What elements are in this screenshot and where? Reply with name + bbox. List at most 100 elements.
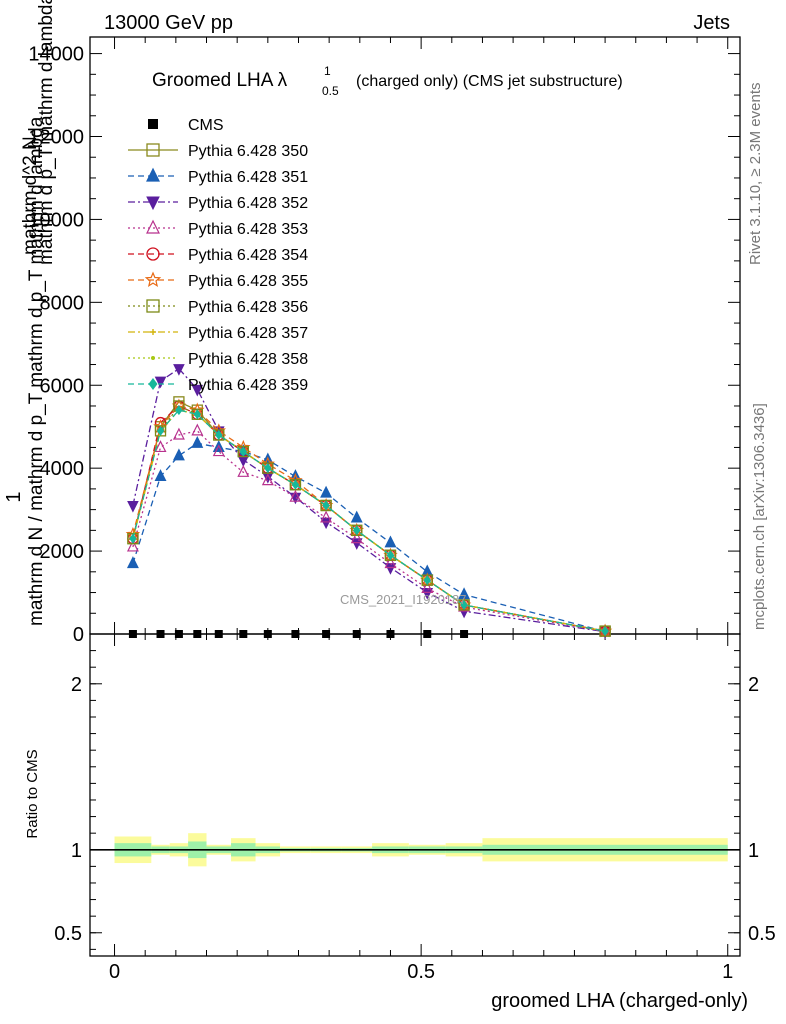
ratio-y-axis-label: Ratio to CMS: [24, 749, 41, 838]
data-point: [237, 464, 250, 477]
y-tick-label: 10000: [28, 209, 84, 231]
legend-item: Pythia 6.428 354: [128, 247, 308, 264]
series-353: [126, 423, 612, 637]
data-point: [127, 500, 139, 513]
y-tick-label: 6000: [40, 375, 85, 397]
data-point: [237, 455, 250, 467]
ratio-y-tick-label-right: 2: [748, 674, 759, 696]
legend-label: Pythia 6.428 354: [188, 247, 308, 264]
data-point: [350, 538, 363, 550]
legend-label: Pythia 6.428 358: [188, 351, 308, 368]
mcplots-label: mcplots.cern.ch [arXiv:1306.3436]: [751, 403, 768, 630]
ratio-y-tick-label-right: 0.5: [748, 923, 776, 945]
y-tick-label: 14000: [28, 44, 84, 66]
data-point: [144, 271, 162, 287]
data-point: [320, 485, 333, 498]
data-point: [172, 448, 185, 461]
data-point: [601, 626, 609, 637]
title-superscript: 1: [324, 64, 331, 78]
ratio-y-tick-label: 1: [71, 840, 82, 862]
data-point: [146, 196, 160, 211]
x-tick-label: 0.5: [407, 961, 435, 983]
x-tick-label: 0: [109, 961, 120, 983]
data-point: [352, 525, 361, 536]
data-point: [386, 630, 395, 638]
y-axis-label-numerator: 1: [3, 491, 25, 502]
legend-label: CMS: [188, 117, 224, 134]
series-line: [132, 405, 606, 632]
title-subscript: 0.5: [322, 84, 339, 98]
series-line: [132, 367, 606, 633]
data-point: [146, 167, 160, 182]
cms-points: [128, 630, 469, 638]
watermark: CMS_2021_I1920187: [340, 592, 467, 607]
data-point: [421, 581, 434, 593]
y-axis-label-lower: mathrm d p_T mathrm d lambda: [36, 0, 57, 265]
legend-item: Pythia 6.428 358: [128, 351, 308, 368]
data-point: [172, 427, 185, 440]
data-point: [352, 630, 361, 638]
data-point: [261, 473, 274, 486]
data-point: [191, 384, 204, 397]
data-point: [156, 425, 165, 436]
legend-label: Pythia 6.428 350: [188, 143, 308, 160]
data-point: [154, 440, 167, 453]
legend-item: Pythia 6.428 355: [128, 271, 308, 290]
data-point: [239, 630, 248, 638]
y-tick-label: 0: [73, 624, 84, 646]
data-point: [384, 535, 397, 548]
data-point: [289, 489, 302, 502]
data-point: [129, 533, 137, 544]
data-point: [173, 364, 185, 376]
data-point: [128, 630, 137, 638]
data-point: [191, 435, 204, 448]
data-point: [148, 119, 158, 129]
ratio-y-tick-label: 2: [71, 674, 82, 696]
chart-title: Groomed LHA λ: [152, 70, 288, 91]
data-point: [423, 630, 432, 638]
data-point: [148, 378, 158, 390]
data-point: [421, 588, 434, 600]
data-point: [460, 599, 468, 610]
data-point: [239, 446, 248, 457]
legend-label: Pythia 6.428 356: [188, 299, 308, 316]
ratio-plot-frame: [89, 633, 741, 957]
legend-item: Pythia 6.428 359: [128, 377, 308, 394]
legend-label: Pythia 6.428 352: [188, 195, 308, 212]
title-suffix: (charged only) (CMS jet substructure): [356, 73, 623, 90]
data-point: [151, 356, 155, 360]
ratio-band-layer: [90, 833, 740, 867]
data-point: [191, 423, 204, 436]
data-point: [154, 469, 167, 482]
legend-item: Pythia 6.428 352: [128, 195, 308, 212]
data-point: [350, 510, 363, 523]
legend: CMS Pythia 6.428 350 Pythia 6.428 351 Pythi…: [128, 117, 308, 394]
legend-label: Pythia 6.428 351: [188, 169, 308, 186]
data-point: [146, 219, 160, 234]
data-point: [263, 630, 272, 638]
legend-item-cms: CMS: [148, 117, 224, 134]
data-point: [322, 630, 331, 638]
title-prefix: Groomed LHA: [152, 70, 278, 91]
legend-label: Pythia 6.428 357: [188, 325, 308, 342]
legend-item: Pythia 6.428 356: [128, 299, 308, 316]
data-point: [386, 550, 395, 561]
data-point: [291, 479, 300, 490]
data-point: [214, 630, 223, 638]
text-layer: 13000 GeV pp Jets Rivet 3.1.10, ≥ 2.3M e…: [3, 0, 768, 1012]
legend-item: Pythia 6.428 353: [128, 219, 308, 238]
data-point: [384, 556, 397, 569]
data-point: [350, 531, 363, 544]
legend-label: Pythia 6.428 353: [188, 221, 308, 238]
data-point: [291, 630, 300, 638]
ratio-y-tick-label: 0.5: [54, 923, 82, 945]
data-point: [146, 143, 160, 157]
rivet-label: Rivet 3.1.10, ≥ 2.3M events: [747, 83, 764, 266]
data-point: [126, 556, 139, 569]
data-point: [320, 510, 333, 523]
data-point: [154, 376, 167, 389]
legend-item: Pythia 6.428 350: [128, 143, 308, 160]
data-point: [264, 463, 272, 474]
data-point: [215, 430, 223, 440]
